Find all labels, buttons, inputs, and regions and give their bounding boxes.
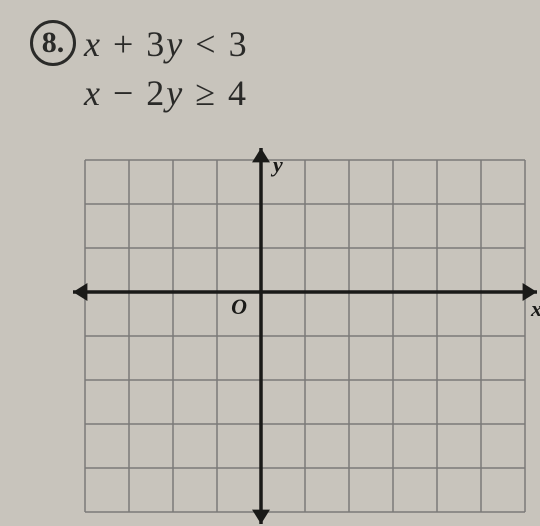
- var-y: y: [166, 73, 184, 113]
- rhs-3: 3: [229, 24, 249, 64]
- var-y: y: [166, 24, 184, 64]
- rel-lt: <: [195, 24, 217, 64]
- coordinate-grid-container: yxO: [70, 145, 510, 525]
- coordinate-grid: y x O: [70, 145, 540, 525]
- rhs-4: 4: [228, 73, 248, 113]
- var-x: x: [84, 24, 102, 64]
- rel-ge: ≥: [195, 73, 217, 113]
- svg-text:O: O: [231, 294, 247, 319]
- problem-header: 8. x + 3y < 3 x − 2y ≥ 4: [30, 20, 510, 117]
- op-minus: −: [113, 73, 135, 113]
- op-plus: +: [113, 24, 135, 64]
- coef-2: 2: [146, 73, 166, 113]
- coef-3: 3: [146, 24, 166, 64]
- inequality-2: x − 2y ≥ 4: [84, 69, 249, 118]
- svg-text:y: y: [270, 152, 283, 177]
- inequality-1: x + 3y < 3: [84, 20, 249, 69]
- problem-number: 8.: [42, 26, 65, 60]
- inequality-system: x + 3y < 3 x − 2y ≥ 4: [84, 20, 249, 117]
- var-x: x: [84, 73, 102, 113]
- problem-number-circle: 8.: [30, 20, 76, 66]
- svg-text:x: x: [530, 296, 540, 321]
